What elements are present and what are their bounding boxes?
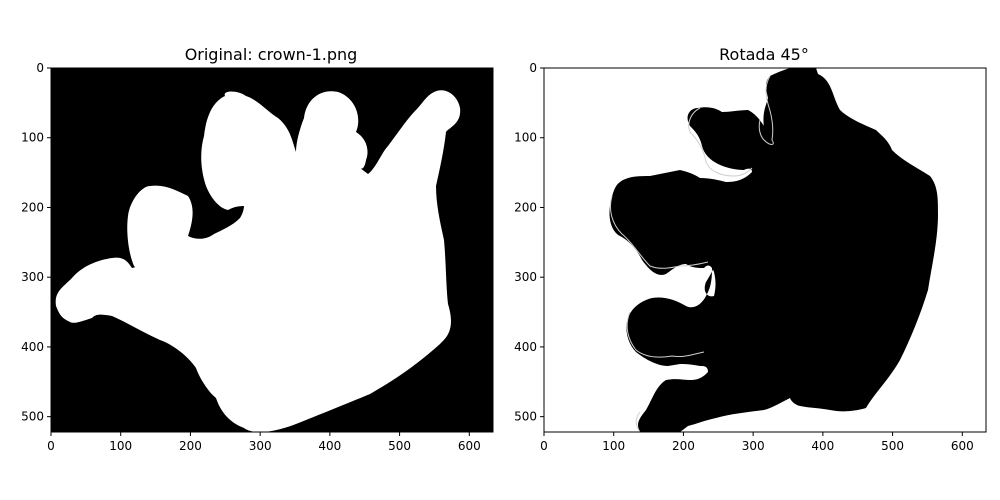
x-tick-label-original: 500 xyxy=(388,439,411,453)
axes-layer: 0 100 200 300 400 500 600 0 100 200 300 400 500 0 100 2… xyxy=(21,61,987,453)
y-tick-label-rotated: 400 xyxy=(514,340,537,354)
rotated-edge-outline xyxy=(609,75,774,433)
panel-original: Original: crown-1.png xyxy=(51,45,493,433)
x-tick-label-rotated: 500 xyxy=(881,439,904,453)
chart-title-rotated: Rotada 45° xyxy=(719,45,809,64)
y-tick-label-rotated: 500 xyxy=(514,410,537,424)
x-tick-label-rotated: 100 xyxy=(602,439,625,453)
y-tick-label-original: 300 xyxy=(21,270,44,284)
y-tick-label-original: 400 xyxy=(21,340,44,354)
x-tick-label-rotated: 200 xyxy=(672,439,695,453)
axes-frame-rotated xyxy=(543,67,987,433)
x-tick-label-original: 300 xyxy=(249,439,272,453)
y-tick-label-rotated: 100 xyxy=(514,131,537,145)
x-tick-label-original: 600 xyxy=(458,439,481,453)
y-tick-label-rotated: 300 xyxy=(514,270,537,284)
panel-rotated: Rotada 45° xyxy=(544,45,986,433)
x-tick-label-original: 100 xyxy=(109,439,132,453)
x-tick-label-original: 0 xyxy=(47,439,55,453)
x-tick-label-rotated: 600 xyxy=(951,439,974,453)
rotated-crown-silhouette xyxy=(609,68,938,432)
y-tick-label-original: 500 xyxy=(21,410,44,424)
x-tick-label-original: 200 xyxy=(179,439,202,453)
y-tick-label-original: 100 xyxy=(21,131,44,145)
axes-frame-original xyxy=(50,67,494,433)
x-tick-label-rotated: 400 xyxy=(811,439,834,453)
x-tick-label-rotated: 0 xyxy=(540,439,548,453)
crown-silhouette xyxy=(55,90,461,433)
y-tick-label-original: 200 xyxy=(21,200,44,214)
x-tick-label-original: 400 xyxy=(318,439,341,453)
y-tick-label-original: 0 xyxy=(36,61,44,75)
chart-title-original: Original: crown-1.png xyxy=(185,45,358,64)
x-tick-label-rotated: 300 xyxy=(742,439,765,453)
y-tick-label-rotated: 0 xyxy=(529,61,537,75)
y-tick-label-rotated: 200 xyxy=(514,200,537,214)
